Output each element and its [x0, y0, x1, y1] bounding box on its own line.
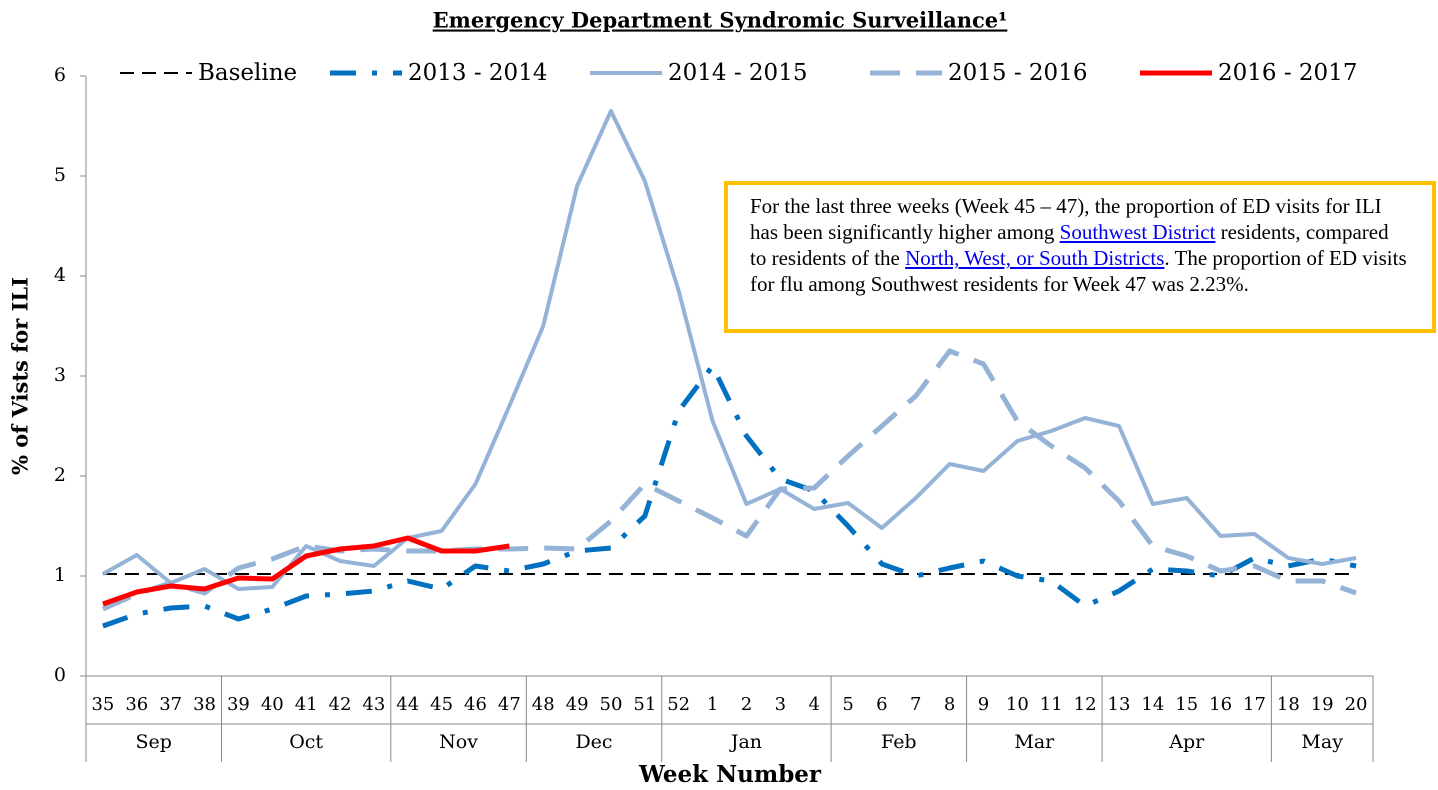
annotation-link[interactable]: Southwest District — [1059, 220, 1216, 244]
x-tick-label: 10 — [1006, 694, 1029, 715]
x-tick-label: 43 — [362, 694, 385, 715]
month-label: Feb — [881, 731, 917, 753]
x-tick-label: 35 — [91, 694, 114, 715]
x-tick-label: 39 — [227, 694, 250, 715]
x-tick-label: 19 — [1311, 694, 1334, 715]
month-label: May — [1301, 731, 1343, 753]
x-tick-label: 17 — [1243, 694, 1266, 715]
x-tick-label: 36 — [125, 694, 148, 715]
legend-label: 2013 - 2014 — [408, 60, 547, 86]
series-line — [102, 535, 510, 607]
x-tick-label: 37 — [159, 694, 182, 715]
x-tick-label: 41 — [295, 694, 318, 715]
legend-label: Baseline — [198, 60, 297, 86]
x-tick-label: 48 — [532, 694, 555, 715]
x-tick-label: 42 — [329, 694, 352, 715]
month-label: Sep — [136, 731, 172, 753]
annotation-text: residents, compared to residents of the — [750, 220, 1389, 270]
month-label: Jan — [729, 731, 762, 753]
x-axis-title: Week Number — [638, 761, 822, 788]
month-label: Apr — [1168, 731, 1205, 753]
x-tick-label: 52 — [667, 694, 690, 715]
month-label: Dec — [575, 731, 612, 753]
month-label: Nov — [439, 731, 478, 753]
series-line — [101, 109, 1357, 591]
x-tick-label: 40 — [261, 694, 284, 715]
legend-label: 2014 - 2015 — [668, 60, 807, 86]
x-tick-label: 2 — [741, 694, 752, 715]
x-tick-label: 38 — [193, 694, 216, 715]
x-tick-label: 9 — [978, 694, 989, 715]
month-label: Mar — [1014, 731, 1055, 753]
y-tick-label: 6 — [54, 64, 66, 86]
y-tick-label: 2 — [54, 464, 66, 486]
x-tick-label: 7 — [910, 694, 921, 715]
x-tick-label: 1 — [707, 694, 718, 715]
x-tick-label: 11 — [1040, 694, 1063, 715]
x-tick-label: 16 — [1209, 694, 1232, 715]
x-tick-label: 49 — [566, 694, 589, 715]
y-tick-label: 4 — [54, 264, 66, 286]
x-tick-label: 12 — [1074, 694, 1097, 715]
series-line — [101, 348, 1357, 612]
x-tick-label: 5 — [842, 694, 853, 715]
x-tick-label: 3 — [775, 694, 786, 715]
x-tick-label: 18 — [1277, 694, 1300, 715]
y-tick-label: 5 — [54, 164, 66, 186]
chart-title: Emergency Department Syndromic Surveilla… — [433, 8, 1008, 33]
legend-label: 2016 - 2017 — [1218, 60, 1357, 86]
x-tick-label: 8 — [944, 694, 955, 715]
legend-label: 2015 - 2016 — [948, 60, 1087, 86]
x-tick-label: 51 — [633, 694, 656, 715]
x-tick-label: 46 — [464, 694, 487, 715]
month-label: Oct — [289, 731, 323, 753]
x-tick-label: 4 — [808, 694, 819, 715]
x-tick-label: 13 — [1108, 694, 1131, 715]
y-tick-label: 0 — [54, 664, 66, 686]
x-tick-label: 45 — [430, 694, 453, 715]
x-tick-label: 50 — [600, 694, 623, 715]
x-tick-label: 14 — [1141, 694, 1164, 715]
y-tick-label: 1 — [54, 564, 66, 586]
x-tick-label: 15 — [1175, 694, 1198, 715]
annotation-text: For the last three weeks (Week 45 – 47),… — [750, 194, 1382, 244]
series-line — [102, 363, 1357, 629]
y-axis-title: % of Vists for ILI — [8, 277, 33, 475]
x-tick-label: 20 — [1345, 694, 1368, 715]
x-tick-label: 6 — [876, 694, 887, 715]
annotation-box: For the last three weeks (Week 45 – 47),… — [724, 181, 1436, 333]
y-tick-label: 3 — [54, 364, 66, 386]
x-tick-label: 47 — [498, 694, 521, 715]
x-tick-label: 44 — [396, 694, 419, 715]
annotation-text: . The proportion of ED visits for flu am… — [750, 246, 1407, 296]
annotation-link[interactable]: North, West, or South Districts — [905, 246, 1165, 270]
